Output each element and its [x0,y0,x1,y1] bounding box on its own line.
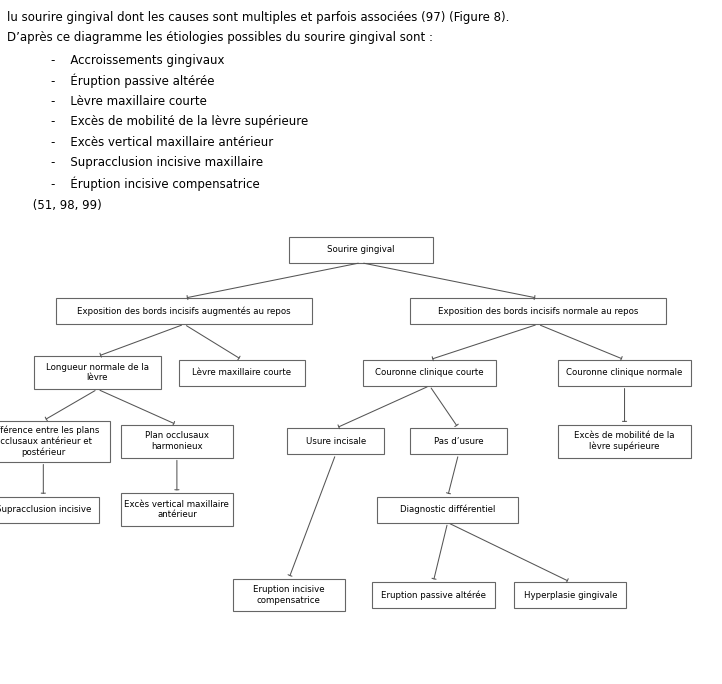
Text: Hyperplasie gingivale: Hyperplasie gingivale [523,590,617,600]
Text: D’après ce diagramme les étiologies possibles du sourire gingival sont :: D’après ce diagramme les étiologies poss… [7,31,433,44]
FancyBboxPatch shape [372,582,495,608]
Text: -    Éruption passive altérée: - Éruption passive altérée [51,73,214,88]
FancyBboxPatch shape [121,425,232,458]
FancyBboxPatch shape [410,298,666,324]
Text: Longueur normale de la
lèvre: Longueur normale de la lèvre [46,363,149,382]
Text: Pas d’usure: Pas d’usure [434,436,483,446]
FancyBboxPatch shape [410,428,507,454]
FancyBboxPatch shape [377,497,518,523]
Text: Lèvre maxillaire courte: Lèvre maxillaire courte [192,368,292,378]
Text: Eruption incisive
compensatrice: Eruption incisive compensatrice [253,586,325,605]
FancyBboxPatch shape [362,360,497,386]
FancyBboxPatch shape [56,298,312,324]
Text: Couronne clinique normale: Couronne clinique normale [566,368,683,378]
FancyBboxPatch shape [0,497,100,523]
Text: -    Excès de mobilité de la lèvre supérieure: - Excès de mobilité de la lèvre supérieu… [51,115,308,129]
Text: Exposition des bords incisifs normale au repos: Exposition des bords incisifs normale au… [438,306,638,316]
Text: Différence entre les plans
occlusaux antérieur et
postérieur: Différence entre les plans occlusaux ant… [0,425,99,457]
Text: -    Excès vertical maxillaire antérieur: - Excès vertical maxillaire antérieur [51,135,273,149]
Text: Usure incisale: Usure incisale [305,436,366,446]
FancyBboxPatch shape [179,360,305,386]
FancyBboxPatch shape [0,421,110,462]
Text: Sourire gingival: Sourire gingival [327,245,395,254]
FancyBboxPatch shape [557,360,692,386]
Text: Eruption passive altérée: Eruption passive altérée [380,590,486,600]
Text: Couronne clinique courte: Couronne clinique courte [375,368,484,378]
FancyBboxPatch shape [557,425,692,458]
FancyBboxPatch shape [121,493,232,526]
Text: -    Éruption incisive compensatrice: - Éruption incisive compensatrice [51,176,259,191]
FancyBboxPatch shape [232,579,345,611]
Text: -    Supracclusion incisive maxillaire: - Supracclusion incisive maxillaire [51,156,263,170]
FancyBboxPatch shape [287,428,384,454]
Text: Diagnostic différentiel: Diagnostic différentiel [400,505,495,514]
Text: lu sourire gingival dont les causes sont multiples et parfois associées (97) (Fi: lu sourire gingival dont les causes sont… [7,10,510,24]
Text: Exposition des bords incisifs augmentés au repos: Exposition des bords incisifs augmentés … [77,306,291,316]
FancyBboxPatch shape [289,237,433,263]
Text: Plan occlusaux
harmonieux: Plan occlusaux harmonieux [145,432,209,451]
FancyBboxPatch shape [35,356,160,389]
Text: -    Lèvre maxillaire courte: - Lèvre maxillaire courte [51,94,206,108]
Text: Supracclusion incisive: Supracclusion incisive [0,505,91,514]
Text: -    Accroissements gingivaux: - Accroissements gingivaux [51,53,224,67]
Text: (51, 98, 99): (51, 98, 99) [29,198,102,212]
Text: Excès de mobilité de la
lèvre supérieure: Excès de mobilité de la lèvre supérieure [574,431,675,451]
Text: Excès vertical maxillaire
antérieur: Excès vertical maxillaire antérieur [124,500,230,519]
FancyBboxPatch shape [515,582,627,608]
